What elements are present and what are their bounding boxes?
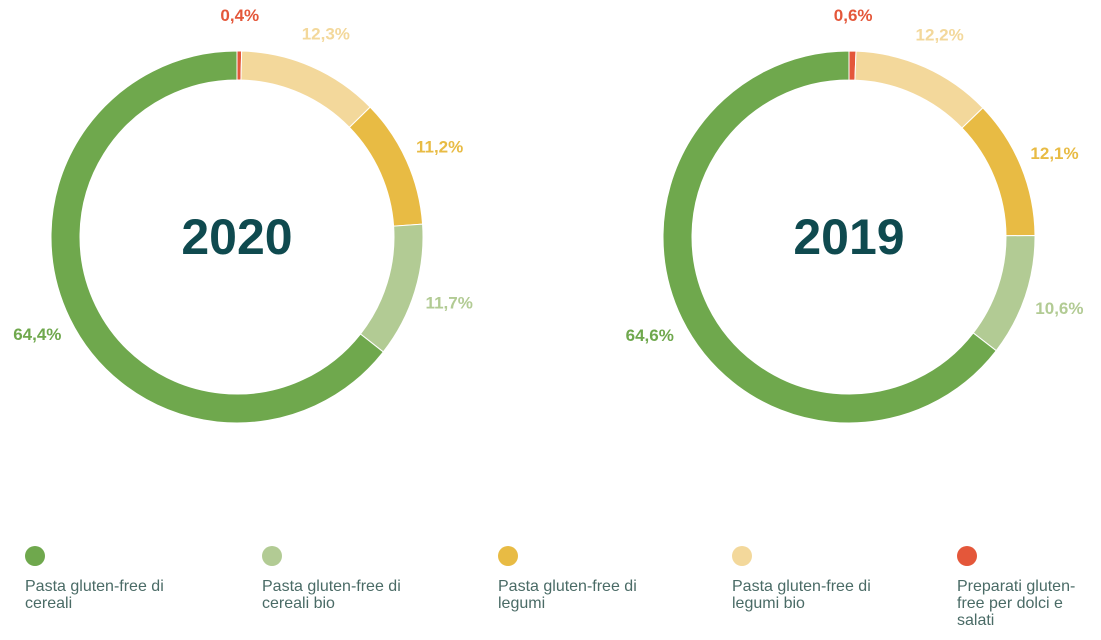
value-label: 64,4% (13, 325, 61, 344)
value-label: 10,6% (1035, 299, 1083, 318)
donut-segment (50, 50, 384, 424)
value-label: 11,2% (416, 137, 463, 156)
legend-label: Pasta gluten-free di legumi (498, 578, 637, 612)
value-label: 12,3% (302, 25, 350, 44)
center-title: 2019 (793, 209, 904, 265)
donut-segment (961, 107, 1036, 237)
donut-segment (972, 235, 1036, 352)
value-label: 64,6% (626, 326, 674, 345)
legend-label: Pasta gluten-free di legumi bio (732, 578, 871, 612)
legend-swatch (732, 546, 752, 566)
legend-swatch (498, 546, 518, 566)
value-label: 0,4% (220, 6, 259, 25)
legend-label: Pasta gluten-free di cereali (25, 578, 164, 612)
donut-segment (240, 50, 371, 129)
value-label: 0,6% (834, 6, 873, 25)
donut-segment (348, 106, 424, 227)
value-label: 12,1% (1030, 144, 1078, 163)
donut-segment (662, 50, 997, 424)
donut-segment (854, 50, 984, 129)
value-label: 12,2% (916, 25, 964, 44)
legend-swatch (262, 546, 282, 566)
donut-segment (359, 223, 424, 353)
legend-swatch (25, 546, 45, 566)
legend-swatch (957, 546, 977, 566)
legend-label: Preparati gluten-free per dolci e salati (957, 578, 1076, 629)
value-label: 11,7% (426, 293, 473, 312)
legend-label: Pasta gluten-free di cereali bio (262, 578, 401, 612)
center-title: 2020 (181, 209, 292, 265)
